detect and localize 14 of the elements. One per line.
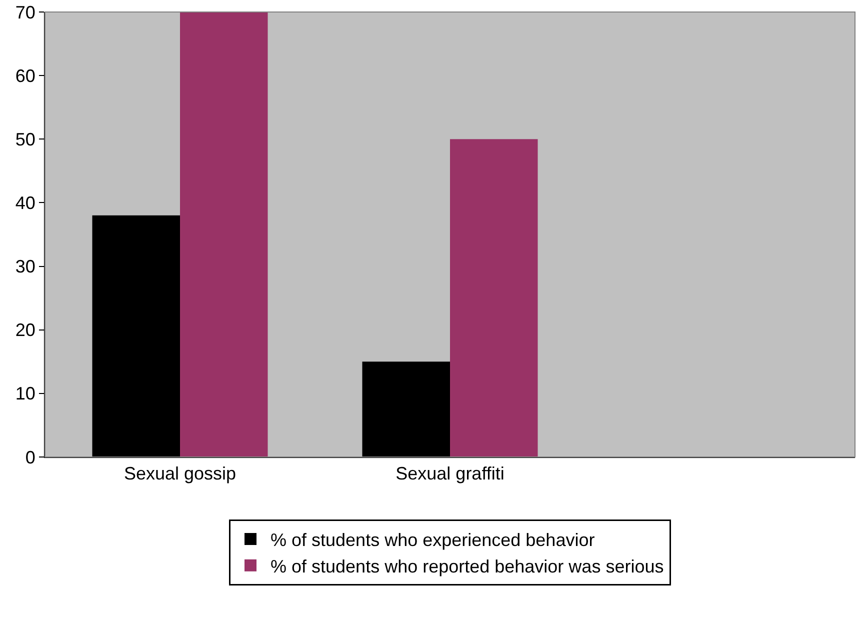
y-tick-label: 60	[15, 66, 36, 86]
bar	[450, 139, 538, 457]
y-tick-label: 40	[15, 193, 36, 214]
y-tick-label: 0	[25, 447, 36, 468]
x-tick-label: Sexual gossip	[124, 464, 236, 484]
y-tick-label: 30	[15, 256, 36, 277]
x-tick-label: Sexual graffiti	[396, 464, 504, 484]
y-tick-label: 70	[15, 2, 36, 22]
y-tick-label: 50	[15, 129, 36, 150]
y-tick-label: 10	[15, 384, 36, 404]
legend-label: % of students who experienced behavior	[270, 530, 595, 550]
legend-label: % of students who reported behavior was serious	[270, 556, 664, 576]
y-tick-label: 20	[15, 320, 36, 340]
bar	[180, 12, 268, 457]
